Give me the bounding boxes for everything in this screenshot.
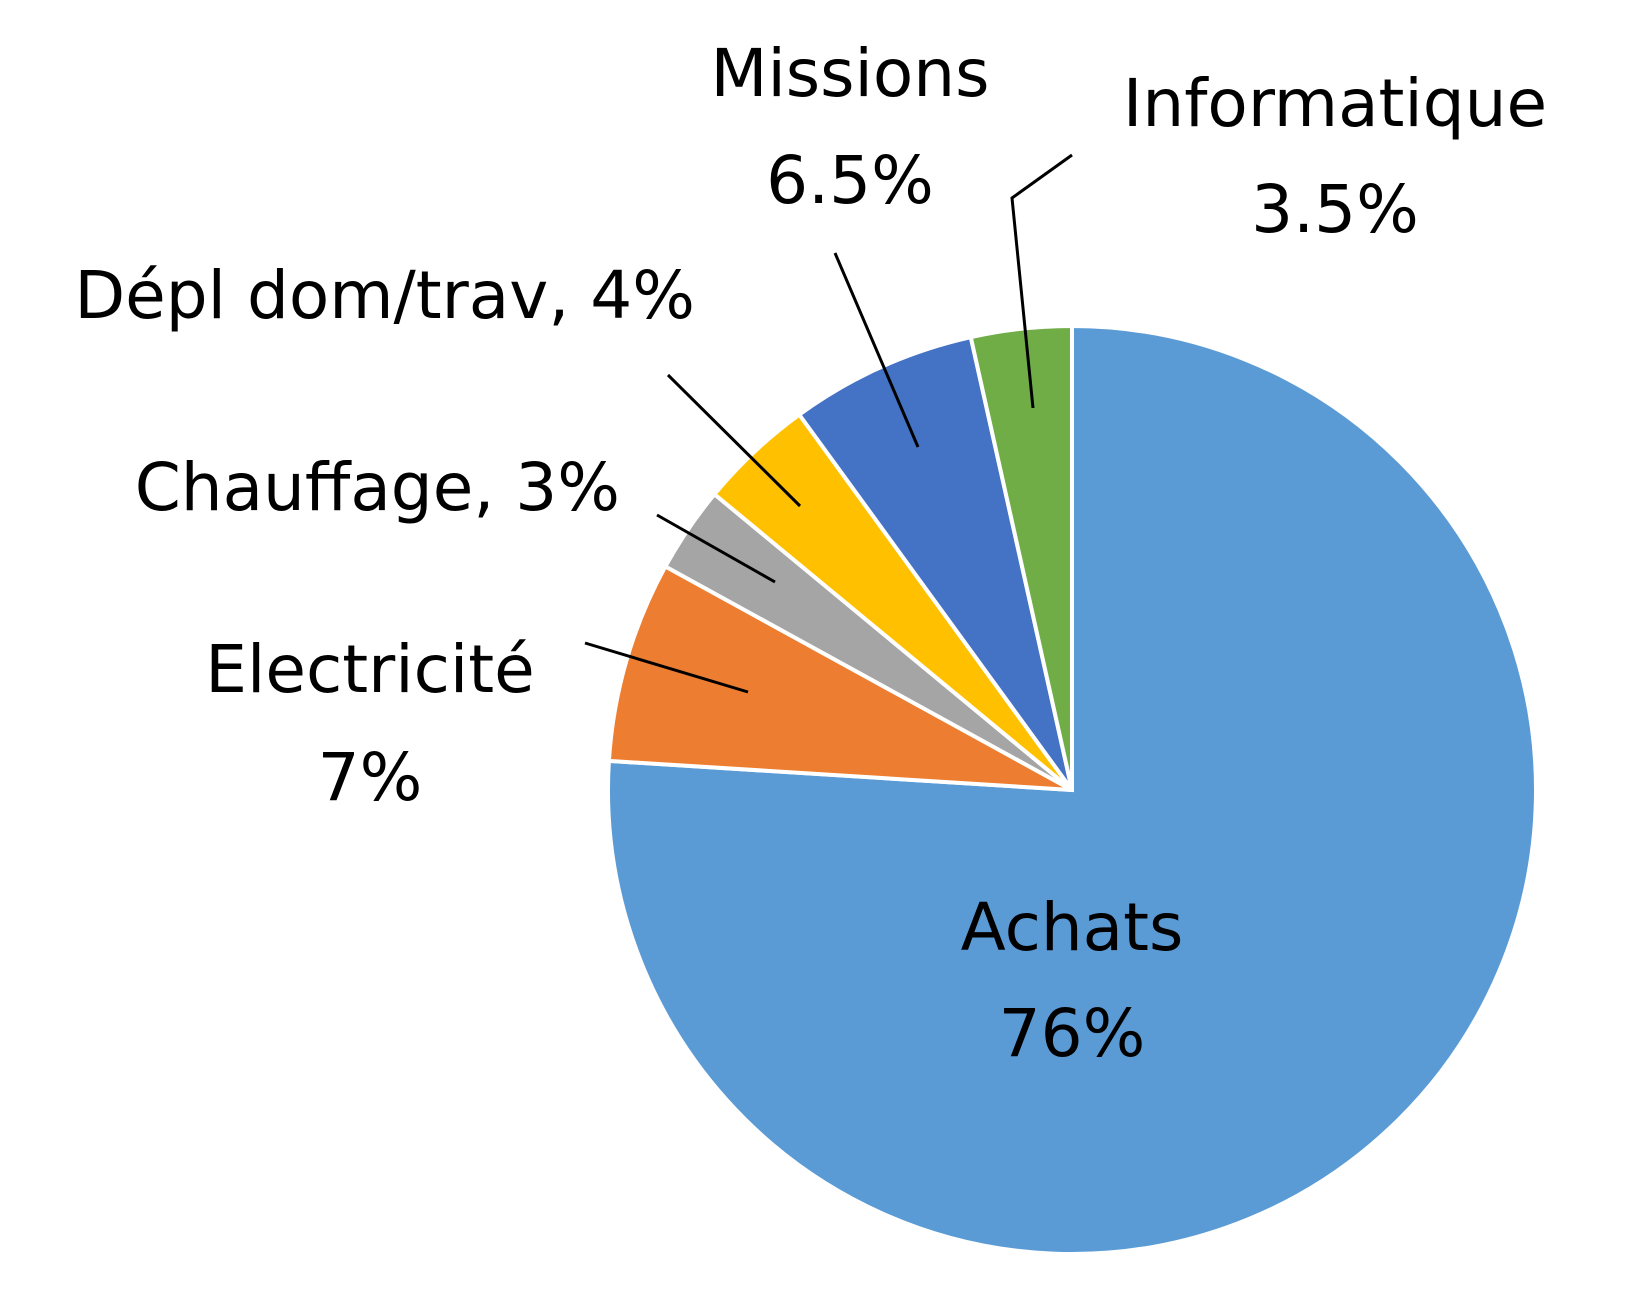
leader-line [584, 641, 749, 694]
pie-slice [796, 334, 1074, 792]
pie-slice [606, 563, 1073, 792]
pie-slice [968, 323, 1074, 791]
separator: , [548, 257, 590, 334]
value-label: 4% [590, 257, 695, 334]
separator: , [473, 449, 515, 526]
value-label: 76% [999, 995, 1146, 1072]
category-name: Dépl dom/trav [74, 257, 548, 334]
slice-label: Dépl dom/trav, 4% [74, 257, 695, 334]
value-label: 3.5% [1251, 171, 1419, 248]
leader-line [666, 373, 802, 508]
value-label: 3% [515, 449, 620, 526]
slice-label: Achats [961, 889, 1184, 966]
category-name: Chauffage [135, 449, 474, 526]
leader-line [833, 252, 920, 448]
leader-line [656, 513, 776, 584]
slice-label: Informatique [1123, 65, 1547, 142]
slice-label: Chauffage, 3% [135, 449, 620, 526]
slice-label: Electricité [205, 631, 534, 708]
value-label: 7% [318, 739, 423, 816]
slice-label: Missions [711, 35, 990, 112]
value-label: 6.5% [766, 142, 934, 219]
leader-line [1010, 153, 1073, 409]
